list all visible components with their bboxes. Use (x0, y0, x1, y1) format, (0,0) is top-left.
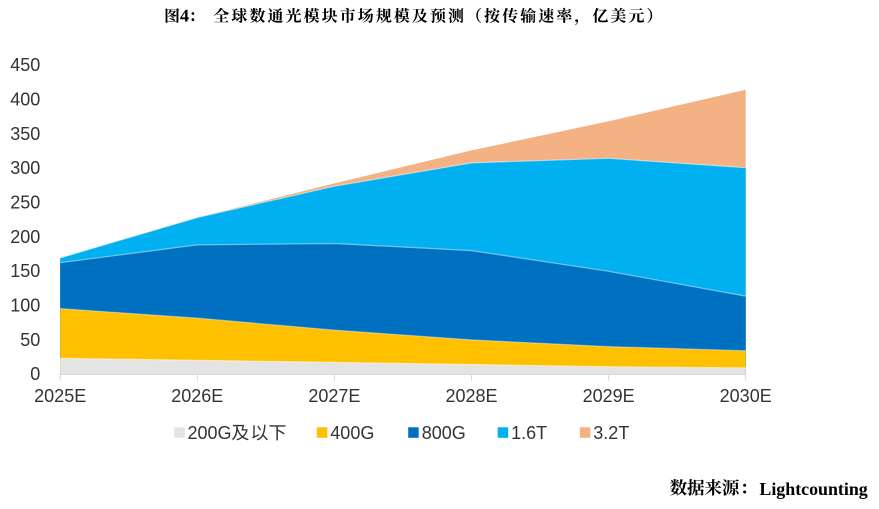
svg-text:3.2T: 3.2T (593, 423, 629, 443)
svg-text:200: 200 (10, 227, 40, 247)
svg-text:800G: 800G (422, 423, 466, 443)
svg-text:2027E: 2027E (308, 386, 360, 406)
svg-text:2028E: 2028E (445, 386, 497, 406)
svg-text:Lightcounting: Lightcounting (759, 479, 867, 499)
svg-text:1.6T: 1.6T (511, 423, 547, 443)
svg-text:400: 400 (10, 90, 40, 110)
svg-text:150: 150 (10, 261, 40, 281)
svg-text:300: 300 (10, 158, 40, 178)
svg-text:2030E: 2030E (720, 386, 772, 406)
svg-text:50: 50 (20, 330, 40, 350)
svg-text:100: 100 (10, 295, 40, 315)
svg-text:0: 0 (30, 364, 40, 384)
svg-text:2029E: 2029E (583, 386, 635, 406)
svg-text:350: 350 (10, 124, 40, 144)
svg-text:200G: 200G (188, 423, 232, 443)
svg-text:2026E: 2026E (171, 386, 223, 406)
svg-text:450: 450 (10, 55, 40, 75)
svg-text:2025E: 2025E (34, 386, 86, 406)
svg-text:400G: 400G (330, 423, 374, 443)
svg-text:250: 250 (10, 193, 40, 213)
